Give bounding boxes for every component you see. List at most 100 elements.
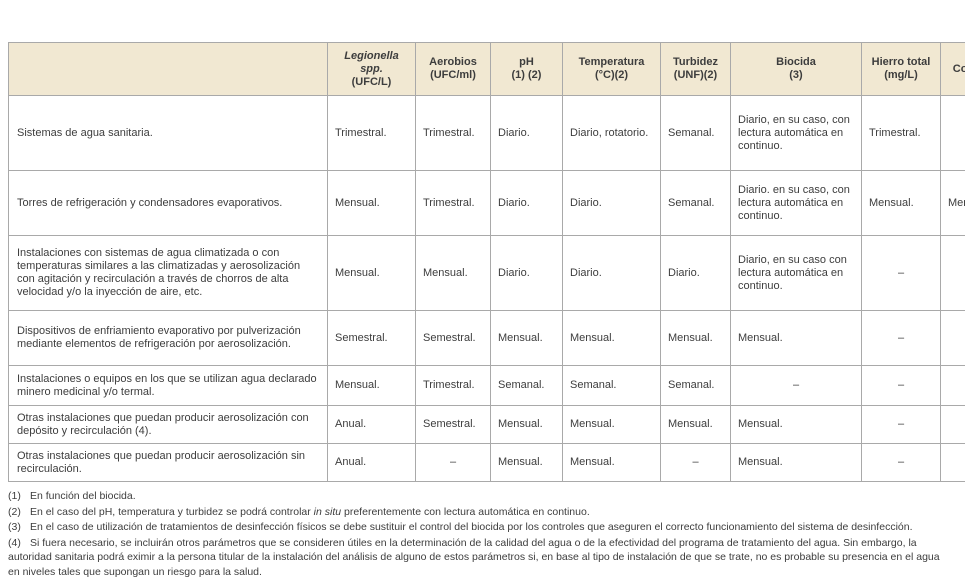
footnote-text: Si fuera necesario, se incluirán otros p… bbox=[8, 536, 940, 578]
table-cell: Semanal. bbox=[562, 365, 661, 406]
column-header-unit: (UFC/ml) bbox=[430, 69, 476, 81]
table-cell: Semestral. bbox=[415, 405, 491, 444]
column-header-unit: (mg/L) bbox=[884, 69, 918, 81]
row-label-cell: Torres de refrigeración y condensadores … bbox=[8, 170, 328, 236]
table-cell: Mensual. bbox=[660, 310, 731, 366]
column-header-label: Aerobios bbox=[429, 56, 477, 68]
footnote: (4) Si fuera necesario, se incluirán otro… bbox=[8, 536, 954, 580]
table-cell: Diario. bbox=[562, 170, 661, 236]
row-label-cell: Instalaciones con sistemas de agua clima… bbox=[8, 235, 328, 311]
footnote: (2) En el caso del pH, temperatura y turb… bbox=[8, 505, 954, 520]
table-cell: Mensual. bbox=[562, 405, 661, 444]
column-header: pH (1) (2) bbox=[490, 42, 563, 96]
table-cell: Diario. en su caso, con lectura automáti… bbox=[730, 170, 862, 236]
row-label-cell: Instalaciones o equipos en los que se ut… bbox=[8, 365, 328, 406]
table-cell: Semanal. bbox=[660, 170, 731, 236]
table-cell: Semestral. bbox=[415, 310, 491, 366]
column-header-unit: (°C)(2) bbox=[594, 69, 629, 81]
column-header-unit: (UFC/L) bbox=[351, 75, 392, 88]
row-label-cell: Otras instalaciones que puedan producir … bbox=[8, 405, 328, 444]
column-header: Aerobios (UFC/ml) bbox=[415, 42, 491, 96]
row-label-cell: Sistemas de agua sanitaria. bbox=[8, 95, 328, 171]
table-cell: Mensual. bbox=[562, 443, 661, 482]
footnote-marker: (1) bbox=[8, 490, 21, 502]
column-header: Biocida (3) bbox=[730, 42, 862, 96]
table-cell: – bbox=[415, 443, 491, 482]
column-header-label: pH bbox=[519, 56, 534, 68]
footnotes: (1) En función del biocida. (2) En el caso … bbox=[8, 489, 954, 580]
table-cell: Mensual. bbox=[660, 405, 731, 444]
table-header-row: Legionella spp. (UFC/L) Aerobios (UFC/ml) pH… bbox=[8, 42, 965, 96]
column-header: Temperatura (°C)(2) bbox=[562, 42, 661, 96]
table-cell: – bbox=[940, 235, 965, 311]
table-cell: Mensual. bbox=[490, 310, 563, 366]
table-cell: Mensual. bbox=[327, 235, 416, 311]
table-row: Otras instalaciones que puedan producir … bbox=[8, 443, 965, 482]
footnote: (1) En función del biocida. bbox=[8, 489, 954, 504]
footnote: (3) En el caso de utilización de tratamie… bbox=[8, 520, 954, 535]
table-cell: Mensual. bbox=[730, 443, 862, 482]
table-cell: – bbox=[861, 405, 941, 444]
column-header-label: Conductividad bbox=[952, 62, 965, 75]
column-header: Conductividad bbox=[940, 42, 965, 96]
table-cell: Semestral. bbox=[327, 310, 416, 366]
table-cell: – bbox=[861, 365, 941, 406]
table-cell: Anual. bbox=[327, 405, 416, 444]
table-cell: Diario. bbox=[490, 170, 563, 236]
table-cell: Mensual. bbox=[562, 310, 661, 366]
table-cell: Trimestral. bbox=[861, 95, 941, 171]
footnote-text: En el caso del pH, temperatura y turbide… bbox=[30, 505, 314, 518]
row-label-cell: Dispositivos de enfriamiento evaporativo… bbox=[8, 310, 328, 366]
footnote-marker: (2) bbox=[8, 505, 21, 518]
table-cell: Diario, en su caso, con lectura automáti… bbox=[730, 95, 862, 171]
table-row: Instalaciones o equipos en los que se ut… bbox=[8, 365, 965, 406]
table-cell: – bbox=[660, 443, 731, 482]
table-cell: – bbox=[730, 365, 862, 406]
table-cell: – bbox=[940, 310, 965, 366]
table-cell: – bbox=[940, 95, 965, 171]
table-cell: Mensual. bbox=[730, 405, 862, 444]
table-row: Sistemas de agua sanitaria. Trimestral. Tr… bbox=[8, 95, 965, 171]
column-header: Legionella spp. (UFC/L) bbox=[327, 42, 416, 96]
table-cell: Mensual. bbox=[327, 365, 416, 406]
footnote-text: En función del biocida. bbox=[30, 490, 136, 502]
column-header bbox=[8, 42, 328, 96]
table-row: Dispositivos de enfriamiento evaporativo… bbox=[8, 310, 965, 366]
table-cell: Semanal. bbox=[490, 365, 563, 406]
table-cell: Diario, rotatorio. bbox=[562, 95, 661, 171]
table-cell: Semanal. bbox=[660, 95, 731, 171]
column-header-unit: (3) bbox=[789, 69, 803, 81]
table-cell: Diario. bbox=[660, 235, 731, 311]
table-cell: Diario. bbox=[490, 95, 563, 171]
table-cell: Trimestral. bbox=[415, 365, 491, 406]
table-cell: Mensual. bbox=[415, 235, 491, 311]
row-label-cell: Otras instalaciones que puedan producir … bbox=[8, 443, 328, 482]
table-cell: – bbox=[861, 310, 941, 366]
table-cell: Diario. bbox=[490, 235, 563, 311]
column-header: Turbidez (UNF)(2) bbox=[660, 42, 731, 96]
column-header-label: Hierro total bbox=[871, 56, 931, 68]
table-cell: Trimestral. bbox=[415, 95, 491, 171]
table-row: Otras instalaciones que puedan producir … bbox=[8, 405, 965, 444]
table-cell: Anual. bbox=[327, 443, 416, 482]
column-header-label: Biocida bbox=[776, 56, 816, 68]
column-header-label: Turbidez bbox=[672, 56, 718, 68]
footnote-marker: (3) bbox=[8, 521, 21, 533]
footnote-text: preferentemente con lectura automática e… bbox=[341, 505, 590, 518]
table-row: Torres de refrigeración y condensadores … bbox=[8, 170, 965, 236]
column-header-unit: (1) (2) bbox=[511, 69, 542, 81]
monitoring-frequency-table: Legionella spp. (UFC/L) Aerobios (UFC/ml) pH… bbox=[8, 42, 965, 482]
column-header-label: Legionella spp. bbox=[344, 49, 399, 75]
table-cell: Diario, en su caso con lectura automátic… bbox=[730, 235, 862, 311]
column-header: Hierro total (mg/L) bbox=[861, 42, 941, 96]
table-cell: Mensual. bbox=[730, 310, 862, 366]
table-cell: Mensual. bbox=[490, 405, 563, 444]
table-cell: – bbox=[940, 365, 965, 406]
column-header-label: Temperatura bbox=[578, 56, 645, 68]
footnote-text: in situ bbox=[313, 505, 342, 518]
table-cell: Semanal. bbox=[660, 365, 731, 406]
table-cell: Mensual. bbox=[327, 170, 416, 236]
table-cell: Mensual. bbox=[861, 170, 941, 236]
table-cell: Mensual. bbox=[940, 170, 965, 236]
